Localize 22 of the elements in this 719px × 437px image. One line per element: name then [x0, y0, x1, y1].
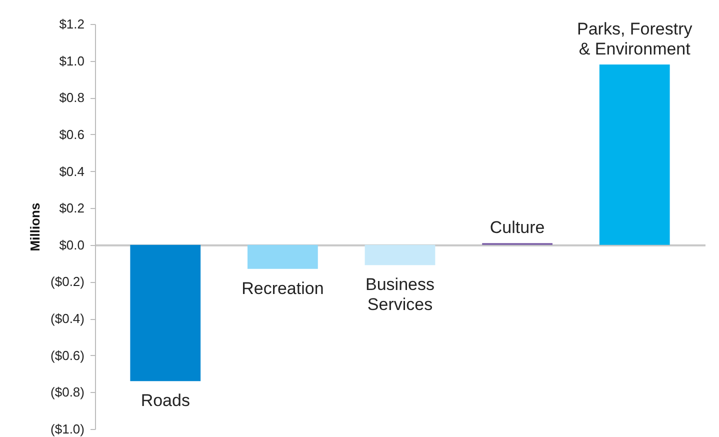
bar: [248, 244, 318, 269]
y-tick-label: $0.6: [59, 126, 84, 142]
bar: [130, 244, 201, 382]
y-tick-label: ($0.4): [50, 311, 84, 326]
y-tick-label: $0.4: [59, 164, 84, 179]
y-tick-label: $1.0: [59, 53, 84, 68]
x-tick-label: Business Services: [366, 275, 434, 314]
y-tick-label: $0.0: [59, 237, 84, 252]
y-tick-label: ($1.0): [50, 422, 84, 436]
y-tick-label: $0.8: [59, 90, 84, 106]
x-tick-label: Culture: [490, 218, 545, 238]
x-tick-label: Parks, Forestry & Environment: [576, 20, 693, 58]
y-tick-label: $1.2: [59, 16, 84, 32]
y-axis-title: Millions: [28, 202, 43, 252]
x-tick-label: Roads: [140, 391, 190, 410]
y-tick-label: ($0.6): [50, 348, 84, 363]
y-tick-label: $0.2: [59, 200, 84, 216]
bar: [599, 64, 670, 245]
bar: [364, 244, 436, 266]
x-tick-label: Recreation: [242, 278, 324, 298]
y-tick-label: ($0.2): [50, 274, 84, 290]
y-tick-label: ($0.8): [50, 384, 84, 400]
